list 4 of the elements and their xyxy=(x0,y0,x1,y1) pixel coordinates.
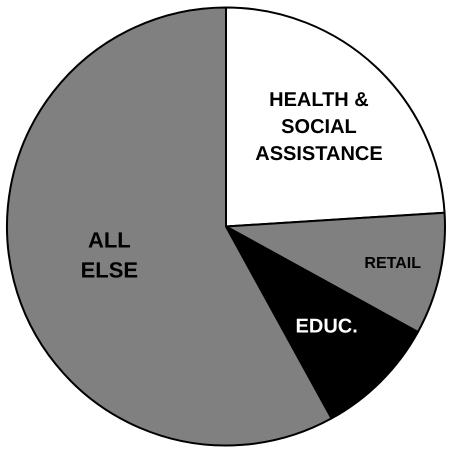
slice-label: HEALTH & SOCIAL ASSISTANCE xyxy=(255,89,383,166)
slice-label: EDUC. xyxy=(296,316,358,338)
slice-label: ALL ELSE xyxy=(80,228,138,282)
slice-label: RETAIL xyxy=(364,255,422,272)
